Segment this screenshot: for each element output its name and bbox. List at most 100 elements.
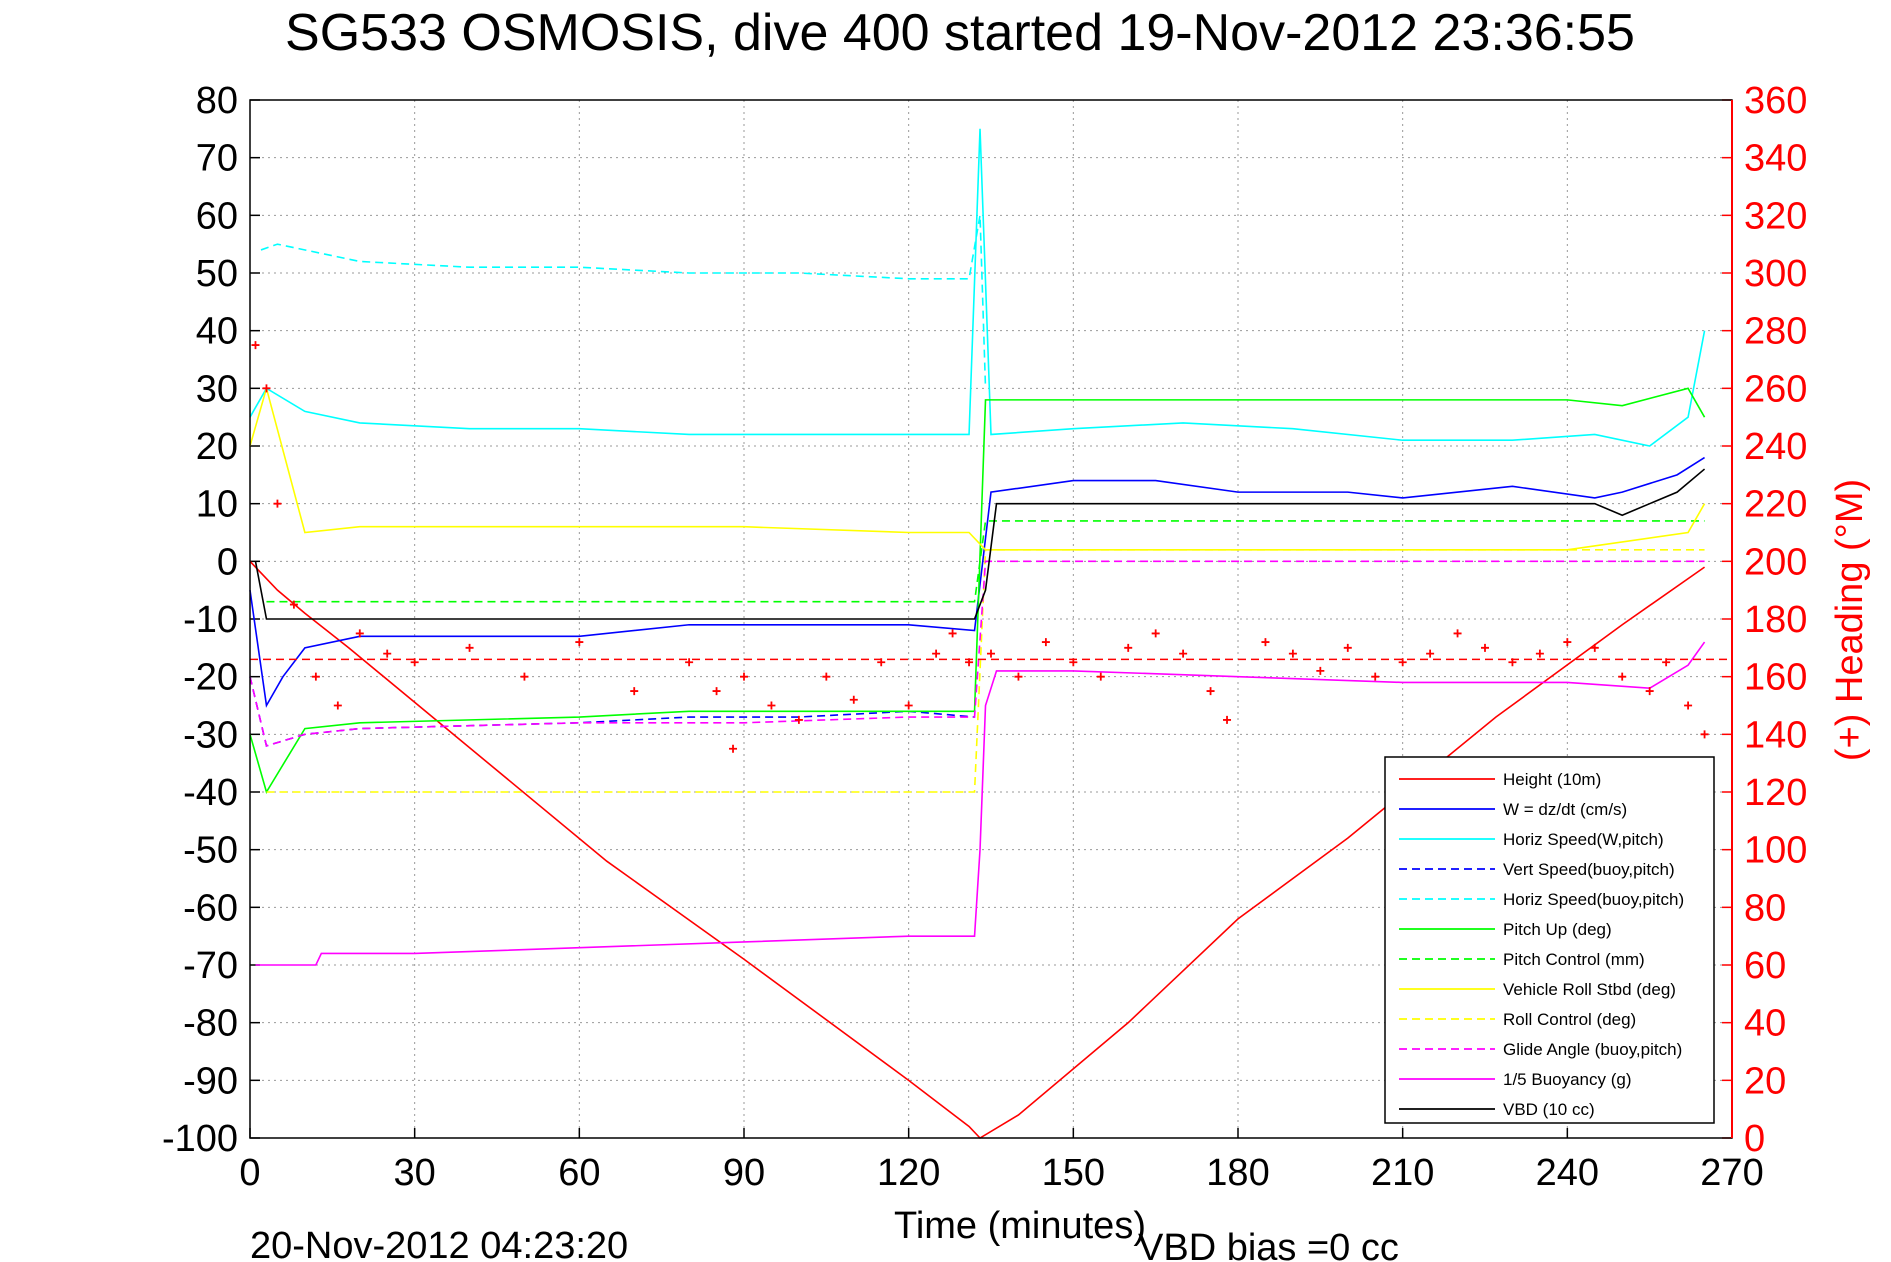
right-tick-label: 260 — [1744, 368, 1807, 410]
series-line-8 — [266, 548, 1705, 793]
y-tick-label: -10 — [183, 599, 238, 641]
right-tick-label: 120 — [1744, 772, 1807, 814]
x-tick-label: 30 — [394, 1152, 436, 1194]
x-tick-label: 60 — [558, 1152, 600, 1194]
heading-point — [1508, 658, 1517, 667]
x-tick-label: 120 — [877, 1152, 940, 1194]
legend-label: Horiz Speed(W,pitch) — [1503, 830, 1664, 849]
heading-point — [1014, 672, 1023, 681]
right-tick-label: 80 — [1744, 887, 1786, 929]
heading-point — [575, 638, 584, 647]
y-axis-ticks: -100-90-80-70-60-50-40-30-20-10010203040… — [162, 80, 260, 1160]
right-tick-label: 100 — [1744, 830, 1807, 872]
y-tick-label: -60 — [183, 887, 238, 929]
heading-point — [1343, 643, 1352, 652]
right-tick-label: 320 — [1744, 195, 1807, 237]
right-tick-label: 160 — [1744, 657, 1807, 699]
series-line-6 — [266, 520, 1705, 603]
right-tick-label: 280 — [1744, 311, 1807, 353]
right-tick-label: 360 — [1744, 80, 1807, 122]
series-line-7 — [249, 385, 1706, 551]
legend-label: 1/5 Buoyancy (g) — [1503, 1070, 1632, 1089]
heading-point — [1662, 658, 1671, 667]
legend-label: W = dz/dt (cm/s) — [1503, 800, 1627, 819]
heading-point — [1151, 629, 1160, 638]
x-axis-ticks: 0 30 60 90 120 150 180 210 240 270 — [239, 1128, 1764, 1194]
series-line-9 — [249, 560, 1705, 747]
heading-point — [289, 600, 298, 609]
legend-label: Height (10m) — [1503, 770, 1601, 789]
y-tick-label: 60 — [196, 195, 238, 237]
heading-point — [520, 672, 529, 681]
x-tick-label: 210 — [1371, 1152, 1434, 1194]
y-tick-label: -50 — [183, 830, 238, 872]
series-line-11 — [254, 468, 1706, 620]
series-line-10 — [255, 641, 1706, 966]
right-tick-label: 0 — [1744, 1118, 1765, 1160]
heading-point — [1288, 649, 1297, 658]
series-layer — [249, 128, 1706, 1140]
x-tick-label: 150 — [1042, 1152, 1105, 1194]
x-tick-label: 0 — [239, 1152, 260, 1194]
heading-point — [273, 499, 282, 508]
legend-label: Pitch Up (deg) — [1503, 920, 1612, 939]
legend-box — [1384, 756, 1715, 1124]
heading-point — [1535, 649, 1544, 658]
y-tick-label: -30 — [183, 714, 238, 756]
y-tick-label: -80 — [183, 1003, 238, 1045]
series-line-2 — [249, 128, 1706, 447]
heading-point — [1096, 672, 1105, 681]
heading-point — [1398, 658, 1407, 667]
legend-label: Glide Angle (buoy,pitch) — [1503, 1040, 1682, 1059]
legend-label: Roll Control (deg) — [1503, 1010, 1636, 1029]
legend-label: Vert Speed(buoy,pitch) — [1503, 860, 1675, 879]
heading-point — [729, 744, 738, 753]
heading-point — [1069, 658, 1078, 667]
x-tick-label: 90 — [723, 1152, 765, 1194]
footer-timestamp: 20-Nov-2012 04:23:20 — [250, 1225, 628, 1262]
chart-title: SG533 OSMOSIS, dive 400 started 19-Nov-2… — [285, 4, 1635, 62]
right-tick-label: 140 — [1744, 714, 1807, 756]
right-axis-label: (+) Heading (°M) — [1829, 479, 1871, 761]
heading-point — [1426, 649, 1435, 658]
y-tick-label: 10 — [196, 484, 238, 526]
heading-point — [712, 687, 721, 696]
right-tick-label: 20 — [1744, 1060, 1786, 1102]
legend: Height (10m) W = dz/dt (cm/s) Horiz Speed(… — [1384, 756, 1715, 1124]
legend-label: Pitch Control (mm) — [1503, 950, 1645, 969]
heading-point — [1453, 629, 1462, 638]
y-tick-label: 30 — [196, 368, 238, 410]
legend-label: VBD (10 cc) — [1503, 1100, 1595, 1119]
heading-point — [1645, 687, 1654, 696]
right-tick-label: 220 — [1744, 484, 1807, 526]
heading-point — [1206, 687, 1215, 696]
series-line-1 — [249, 456, 1705, 708]
y-tick-label: -70 — [183, 945, 238, 987]
x-tick-label: 270 — [1700, 1152, 1763, 1194]
x-tick-label: 240 — [1536, 1152, 1599, 1194]
heading-point — [1316, 666, 1325, 675]
heading-point — [849, 695, 858, 704]
heading-point — [1618, 672, 1627, 681]
heading-point — [948, 629, 957, 638]
y-tick-label: 50 — [196, 253, 238, 295]
x-axis-label: Time (minutes) — [894, 1205, 1146, 1247]
y-tick-label: 0 — [217, 541, 238, 583]
heading-layer — [250, 341, 1732, 753]
heading-point — [794, 715, 803, 724]
heading-point — [1684, 701, 1693, 710]
heading-point — [740, 672, 748, 681]
heading-point — [1223, 715, 1232, 724]
heading-point — [1261, 638, 1270, 647]
heading-point — [251, 341, 260, 350]
heading-point — [465, 643, 474, 652]
y-tick-label: -100 — [162, 1118, 238, 1160]
y-tick-label: -20 — [183, 657, 238, 699]
y-tick-label: 20 — [196, 426, 238, 468]
heading-point — [1590, 643, 1599, 652]
heading-point — [1481, 643, 1489, 652]
heading-point — [932, 649, 941, 658]
right-tick-label: 240 — [1744, 426, 1807, 468]
right-axis-ticks: 0 20 40 60 80 100 120 140 160 180 200 220 240 260 280 3… — [1722, 80, 1807, 1160]
